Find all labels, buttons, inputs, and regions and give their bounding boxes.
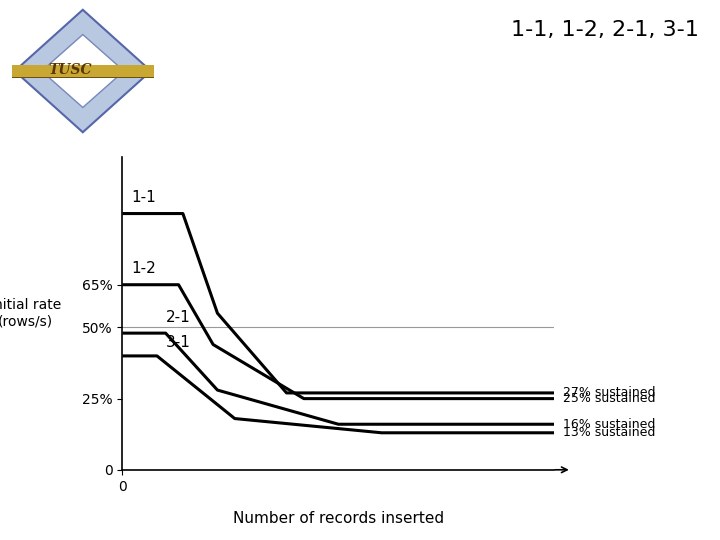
Text: Initial rate
(rows/s): Initial rate (rows/s) <box>0 298 60 328</box>
Text: 1-1, 1-2, 2-1, 3-1: 1-1, 1-2, 2-1, 3-1 <box>510 19 698 40</box>
Text: 16% sustained: 16% sustained <box>563 418 655 431</box>
Text: 1-1: 1-1 <box>131 190 156 205</box>
Text: 13% sustained: 13% sustained <box>563 426 655 439</box>
Text: 3-1: 3-1 <box>166 335 191 350</box>
FancyBboxPatch shape <box>12 65 154 77</box>
Text: 27% sustained: 27% sustained <box>563 387 655 400</box>
Text: TUSC: TUSC <box>48 63 92 77</box>
Text: 1-2: 1-2 <box>131 261 156 276</box>
Polygon shape <box>14 10 151 132</box>
FancyBboxPatch shape <box>12 77 154 78</box>
Text: 2-1: 2-1 <box>166 309 190 325</box>
Polygon shape <box>42 35 124 107</box>
Text: Number of records inserted: Number of records inserted <box>233 511 444 526</box>
Text: 25% sustained: 25% sustained <box>563 392 655 405</box>
